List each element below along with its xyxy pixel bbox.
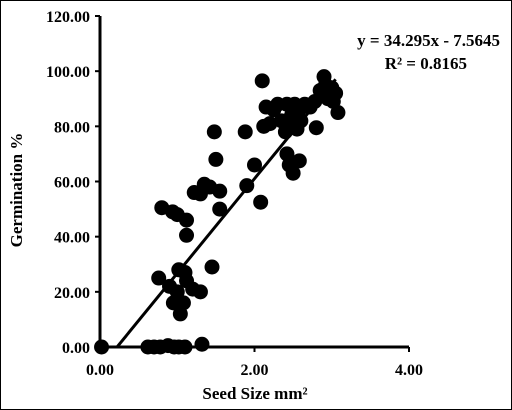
data-point (285, 165, 301, 181)
y-tick-label: 0.00 (62, 340, 90, 357)
data-point (204, 259, 220, 275)
data-point (253, 194, 269, 210)
y-tick-label: 80.00 (54, 119, 90, 136)
x-tick-label: 0.00 (86, 362, 114, 379)
data-point (247, 157, 262, 173)
data-point (254, 73, 270, 89)
data-point (237, 124, 253, 140)
data-point (308, 120, 324, 136)
x-tick-label: 4.00 (395, 362, 423, 379)
data-point (169, 284, 185, 300)
data-point (291, 153, 307, 169)
data-point (194, 336, 210, 352)
data-point (179, 212, 195, 228)
data-point (151, 270, 167, 286)
data-point (212, 183, 228, 199)
trendline-equation: y = 34.295x - 7.5645 (357, 31, 500, 50)
data-point (208, 151, 224, 167)
data-point (192, 284, 208, 300)
data-point (328, 85, 344, 101)
data-point (206, 124, 222, 140)
data-point (262, 116, 278, 132)
r-squared-label: R² = 0.8165 (385, 54, 467, 73)
x-tick-label: 2.00 (241, 362, 269, 379)
x-axis-ticks: 0.00 2.00 4.00 (86, 347, 423, 379)
y-tick-label: 120.00 (46, 9, 90, 26)
data-point (179, 227, 195, 243)
data-point (175, 295, 191, 311)
y-tick-label: 40.00 (54, 230, 90, 247)
data-point (330, 105, 346, 121)
x-axis-title: Seed Size mm² (202, 384, 307, 403)
data-point (212, 201, 228, 217)
y-tick-label: 100.00 (46, 64, 90, 81)
y-axis-title: Germination % (7, 133, 26, 248)
y-axis-ticks: 0.00 20.00 40.00 60.00 80.00 100.00 120.00 (46, 9, 100, 357)
y-tick-label: 20.00 (54, 285, 90, 302)
y-tick-label: 60.00 (54, 175, 90, 192)
trendline (115, 78, 337, 349)
